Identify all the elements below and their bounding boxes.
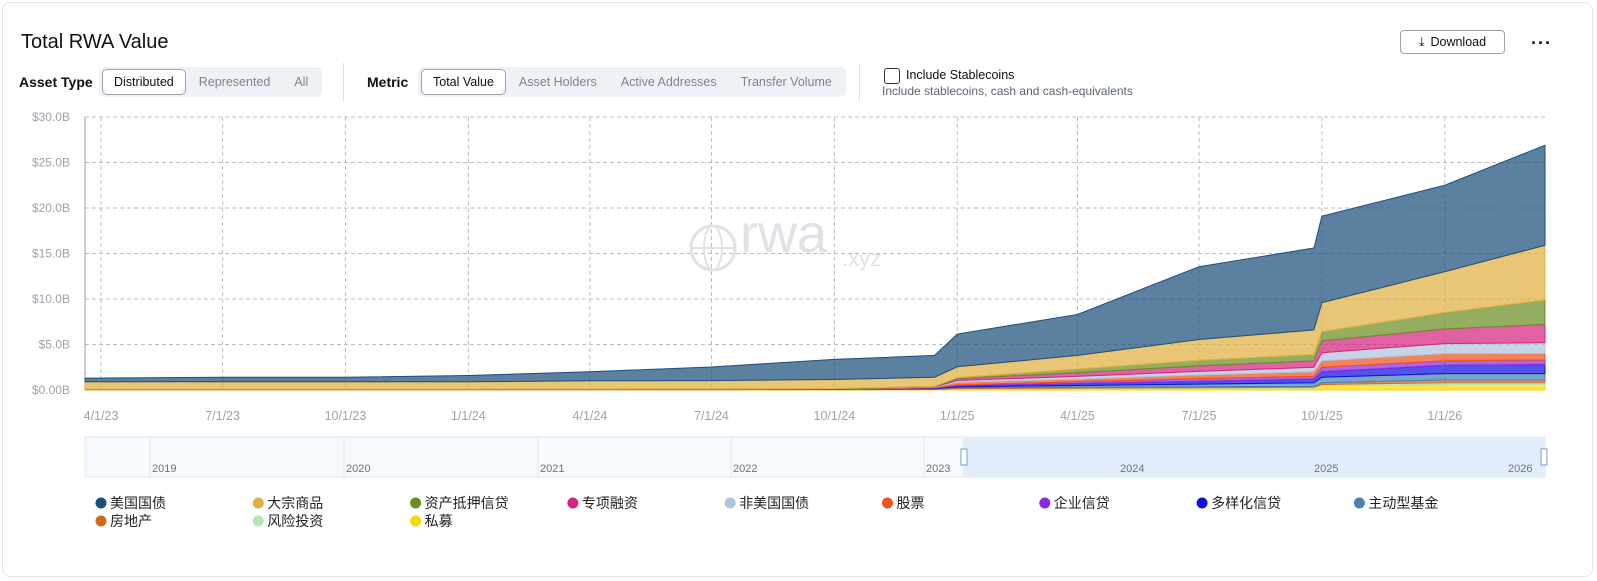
x-tick-label: 7/1/23 bbox=[205, 409, 240, 423]
watermark: rwa bbox=[740, 204, 828, 264]
more-menu[interactable]: ··· bbox=[1531, 33, 1552, 53]
watermark-suffix: .xyz bbox=[842, 246, 881, 271]
legend-label: 美国国债 bbox=[110, 495, 166, 511]
legend-label: 多样化信贷 bbox=[1211, 495, 1281, 511]
x-tick-label: 4/1/23 bbox=[84, 409, 119, 423]
navigator-label: 2024 bbox=[1120, 463, 1144, 475]
y-tick-label: $15.0B bbox=[32, 247, 70, 261]
x-tick-label: 1/1/24 bbox=[451, 409, 486, 423]
x-tick-label: 4/1/25 bbox=[1060, 409, 1095, 423]
legend-label: 非美国国债 bbox=[739, 495, 809, 511]
legend-swatch bbox=[95, 497, 107, 509]
legend-swatch bbox=[95, 515, 107, 527]
y-tick-label: $0.00B bbox=[32, 383, 70, 397]
toggle-option[interactable]: Transfer Volume bbox=[740, 75, 832, 89]
asset-type-label: Asset Type bbox=[19, 74, 93, 90]
legend-swatch bbox=[1196, 497, 1208, 509]
toggle-option[interactable]: Distributed bbox=[102, 69, 186, 95]
area bbox=[84, 144, 1546, 383]
separator bbox=[859, 63, 860, 101]
legend-swatch bbox=[410, 497, 422, 509]
x-tick-label: 7/1/25 bbox=[1182, 409, 1217, 423]
navigator-label: 2025 bbox=[1314, 463, 1338, 475]
y-tick-label: $10.0B bbox=[32, 292, 70, 306]
navigator-label: 2020 bbox=[346, 463, 370, 475]
legend-label: 风险投资 bbox=[267, 513, 323, 529]
toggle-option[interactable]: Active Addresses bbox=[620, 75, 717, 89]
y-tick-label: $5.0B bbox=[39, 338, 70, 352]
legend-label: 资产抵押信贷 bbox=[425, 495, 509, 511]
legend-swatch bbox=[1353, 497, 1365, 509]
navigator-label: 2019 bbox=[152, 463, 176, 475]
checkbox[interactable] bbox=[884, 68, 900, 84]
download-label: Download bbox=[1430, 35, 1487, 49]
y-tick-label: $30.0B bbox=[32, 110, 70, 124]
navigator-label: 2022 bbox=[733, 463, 757, 475]
legend-label: 专项融资 bbox=[582, 495, 638, 511]
x-tick-label: 1/1/26 bbox=[1427, 409, 1462, 423]
legend-label: 企业信贷 bbox=[1054, 495, 1110, 511]
toggle-option[interactable]: Total Value bbox=[421, 69, 506, 95]
legend-swatch bbox=[252, 515, 264, 527]
legend-label: 股票 bbox=[897, 495, 925, 511]
navigator-label: 2026 bbox=[1508, 463, 1532, 475]
y-tick-label: $20.0B bbox=[32, 201, 70, 215]
legend-swatch bbox=[410, 515, 422, 527]
toggle-option[interactable]: Represented bbox=[198, 75, 271, 89]
asset-type-toggle: Distributed Represented All bbox=[99, 67, 323, 97]
x-tick-label: 10/1/23 bbox=[325, 409, 367, 423]
legend-swatch bbox=[1039, 497, 1051, 509]
navigator-label: 2021 bbox=[540, 463, 564, 475]
legend-swatch bbox=[252, 497, 264, 509]
checkbox-label: Include Stablecoins bbox=[906, 68, 1015, 82]
x-tick-label: 1/1/25 bbox=[940, 409, 975, 423]
legend-label: 大宗商品 bbox=[267, 495, 323, 511]
legend-swatch bbox=[882, 497, 893, 509]
navigator-window[interactable] bbox=[963, 437, 1545, 477]
x-tick-label: 10/1/25 bbox=[1301, 409, 1343, 423]
metric-toggle: Total Value Asset Holders Active Addresses… bbox=[418, 67, 846, 97]
checkbox-description: Include stablecoins, cash and cash-equiv… bbox=[882, 84, 1133, 98]
metric-label: Metric bbox=[367, 74, 409, 90]
download-button[interactable]: ⤓ Download bbox=[1400, 30, 1505, 54]
legend-label: 房地产 bbox=[110, 513, 152, 529]
legend-swatch bbox=[724, 497, 736, 509]
navigator-label: 2023 bbox=[926, 463, 950, 475]
legend-label: 主动型基金 bbox=[1368, 495, 1438, 511]
navigator-handle[interactable] bbox=[1540, 448, 1548, 466]
x-tick-label: 10/1/24 bbox=[814, 409, 856, 423]
download-icon: ⤓ bbox=[1418, 34, 1425, 49]
separator bbox=[343, 63, 344, 101]
toggle-option[interactable]: Asset Holders bbox=[518, 75, 597, 89]
toggle-option[interactable]: All bbox=[294, 75, 309, 89]
navigator-handle[interactable] bbox=[960, 448, 968, 466]
legend-swatch bbox=[567, 497, 579, 509]
y-tick-label: $25.0B bbox=[32, 156, 70, 170]
x-tick-label: 7/1/24 bbox=[694, 409, 729, 423]
title: Total RWA Value bbox=[21, 31, 169, 53]
x-tick-label: 4/1/24 bbox=[573, 409, 608, 423]
legend-label: 私募 bbox=[425, 513, 453, 529]
